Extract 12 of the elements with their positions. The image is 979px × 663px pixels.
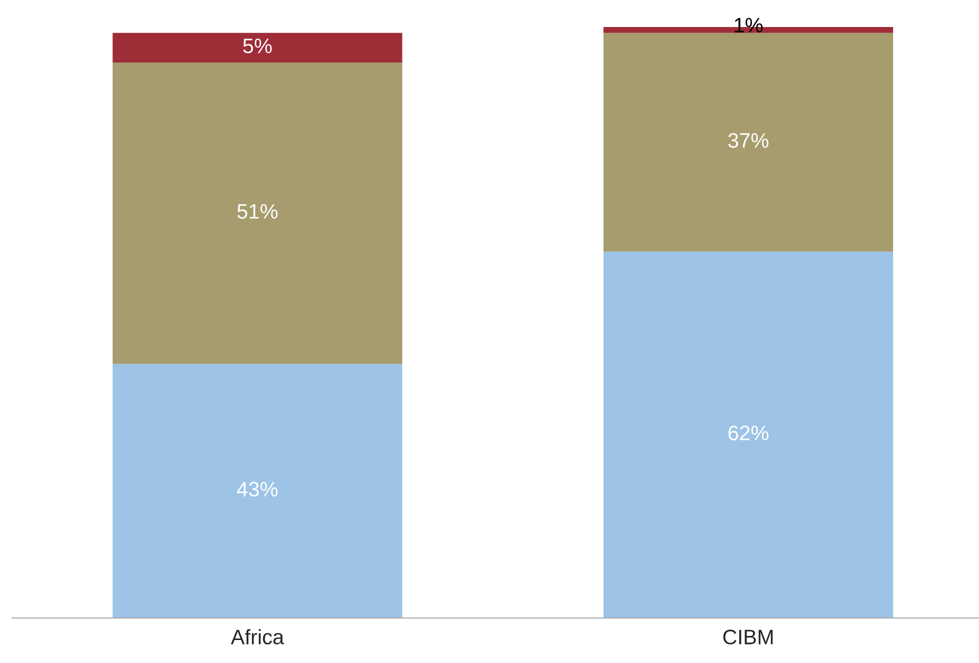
data-label: 62% <box>728 426 768 440</box>
data-label: 5% <box>243 38 272 54</box>
bar <box>112 364 402 618</box>
data-label: 37% <box>728 133 768 148</box>
data-label: 43% <box>237 482 278 497</box>
x-tick-label: Africa <box>230 629 284 644</box>
bar <box>112 62 402 364</box>
bar <box>112 32 402 62</box>
x-tick-label: CIBM <box>723 630 773 644</box>
bar <box>603 32 894 252</box>
data-label: 51% <box>237 204 278 219</box>
bar <box>603 252 894 618</box>
